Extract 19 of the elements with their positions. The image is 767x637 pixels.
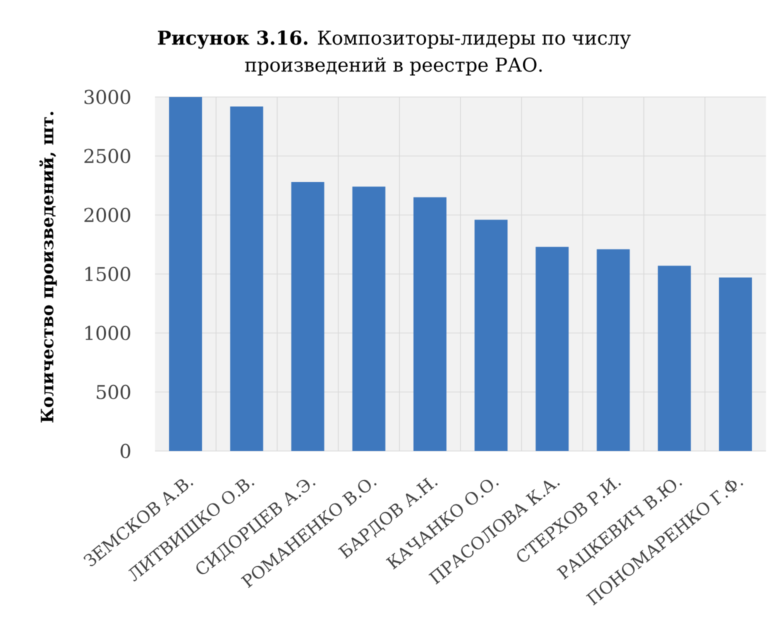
bar	[291, 182, 324, 451]
bar	[718, 278, 752, 451]
y-tick-label: 2000	[84, 208, 130, 222]
bar	[658, 266, 691, 451]
y-tick-label: 500	[96, 384, 130, 400]
bar	[413, 197, 446, 451]
y-axis-title: Количество произведений, шт.	[39, 112, 57, 422]
y-tick-label: 2500	[84, 148, 130, 164]
bar	[352, 186, 386, 451]
y-tick-label: 3000	[84, 90, 130, 104]
chart-title: Рисунок 3.16. Композиторы-лидеры по числу произведений в реестре РАО.	[158, 30, 631, 76]
y-tick-label: 0	[120, 444, 130, 458]
bar	[169, 96, 202, 451]
bar	[230, 106, 264, 451]
bar	[536, 246, 569, 451]
bar	[474, 220, 508, 451]
y-tick-label: 1500	[85, 266, 130, 282]
bar	[596, 249, 630, 451]
y-tick-label: 1000	[85, 326, 130, 340]
